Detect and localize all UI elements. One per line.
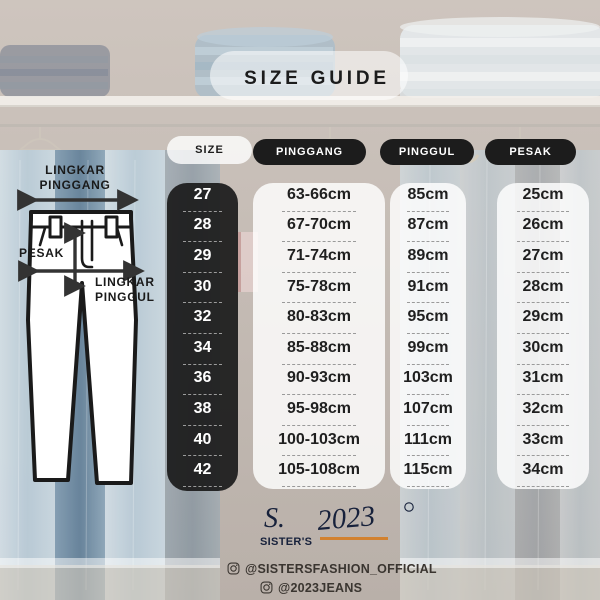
svg-text:2023: 2023 [318,500,376,537]
